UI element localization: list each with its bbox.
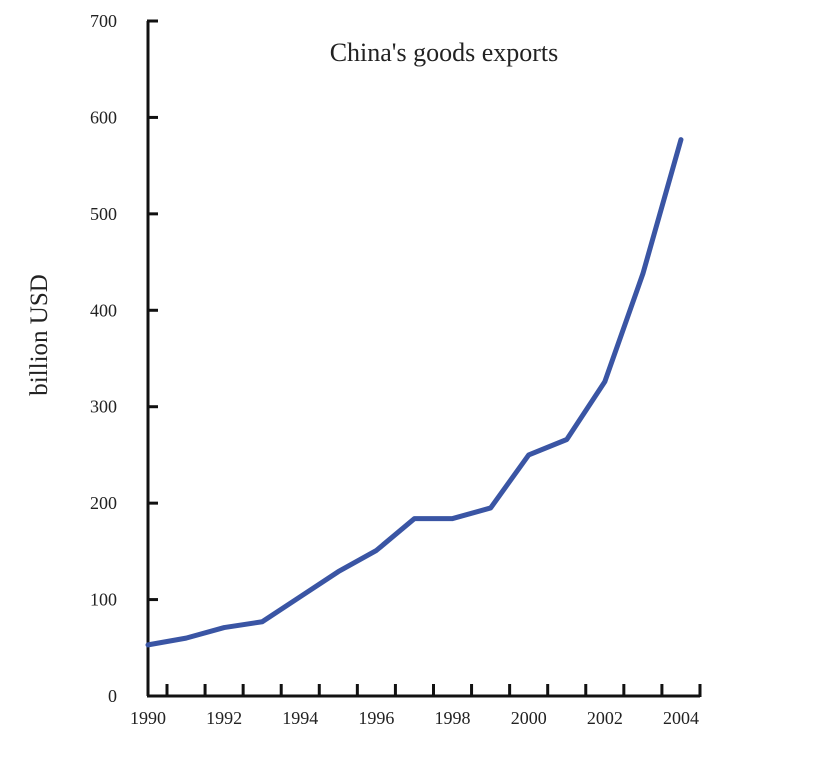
x-axis: 1990 1992 1994 1996 1998 2000 2002 2004	[130, 684, 702, 728]
y-tick-label: 0	[108, 686, 117, 706]
x-tick-label: 2004	[663, 708, 699, 728]
x-tick-label: 1998	[435, 708, 471, 728]
y-axis-label: billion USD	[26, 274, 53, 396]
series-group	[145, 137, 684, 648]
y-tick-label: 600	[90, 107, 117, 127]
y-tick-label: 400	[90, 300, 117, 320]
x-tick-label: 1992	[206, 708, 242, 728]
x-tick-label: 2002	[587, 708, 623, 728]
chart-title: China's goods exports	[330, 38, 559, 67]
y-tick-label: 300	[90, 397, 117, 417]
x-tick-label: 1990	[130, 708, 166, 728]
y-tick-label: 500	[90, 204, 117, 224]
x-tick-label: 1994	[282, 708, 318, 728]
y-axis: 0 100 200 300 400 500 600 700	[90, 11, 158, 706]
series-line	[145, 137, 684, 648]
y-tick-label: 100	[90, 590, 117, 610]
y-tick-label: 700	[90, 11, 117, 31]
y-tick-label: 200	[90, 493, 117, 513]
x-tick-label: 1996	[358, 708, 394, 728]
x-tick-label: 2000	[511, 708, 547, 728]
